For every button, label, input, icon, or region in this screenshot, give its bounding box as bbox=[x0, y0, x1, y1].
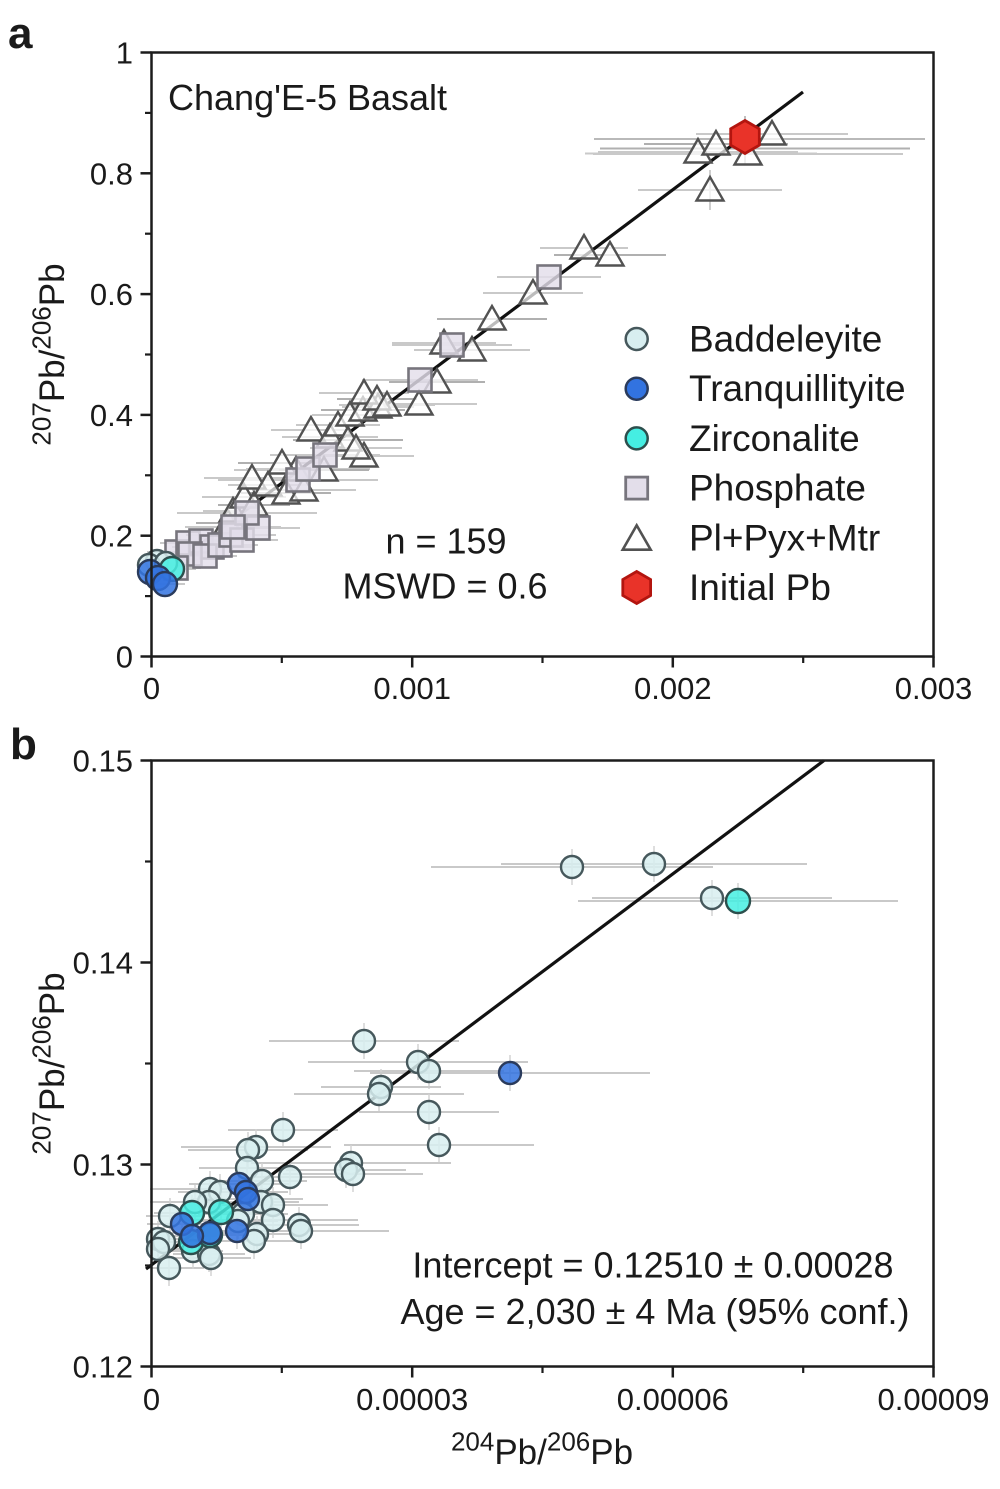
svg-text:n = 159: n = 159 bbox=[385, 521, 506, 562]
svg-text:207Pb/206Pb: 207Pb/206Pb bbox=[27, 263, 73, 445]
svg-text:a: a bbox=[8, 9, 33, 58]
svg-text:b: b bbox=[10, 720, 37, 769]
svg-text:Zirconalite: Zirconalite bbox=[689, 418, 860, 459]
svg-text:1: 1 bbox=[116, 36, 133, 71]
svg-text:Initial Pb: Initial Pb bbox=[689, 567, 831, 608]
svg-text:0.13: 0.13 bbox=[73, 1148, 133, 1183]
svg-text:0.002: 0.002 bbox=[634, 671, 712, 706]
svg-text:204Pb/206Pb: 204Pb/206Pb bbox=[451, 1427, 633, 1473]
svg-text:0.001: 0.001 bbox=[373, 671, 451, 706]
svg-text:Baddeleyite: Baddeleyite bbox=[689, 319, 882, 360]
svg-text:0.00009: 0.00009 bbox=[877, 1382, 989, 1417]
svg-text:0.00003: 0.00003 bbox=[356, 1382, 468, 1417]
svg-text:0.15: 0.15 bbox=[73, 744, 133, 779]
svg-text:0.8: 0.8 bbox=[90, 156, 133, 191]
svg-text:0.12: 0.12 bbox=[73, 1350, 133, 1385]
svg-text:Phosphate: Phosphate bbox=[689, 468, 866, 509]
svg-text:0.00006: 0.00006 bbox=[617, 1382, 729, 1417]
svg-text:0: 0 bbox=[116, 640, 133, 675]
svg-text:0.4: 0.4 bbox=[90, 398, 133, 433]
svg-text:0.6: 0.6 bbox=[90, 277, 133, 312]
svg-text:Age = 2,030 ± 4 Ma (95% conf.): Age = 2,030 ± 4 Ma (95% conf.) bbox=[400, 1291, 909, 1332]
svg-text:0: 0 bbox=[143, 1382, 160, 1417]
svg-text:Pl+Pyx+Mtr: Pl+Pyx+Mtr bbox=[689, 517, 880, 558]
svg-text:Tranquillityite: Tranquillityite bbox=[689, 368, 906, 409]
svg-text:207Pb/206Pb: 207Pb/206Pb bbox=[27, 972, 73, 1154]
svg-text:0: 0 bbox=[143, 671, 160, 706]
svg-text:Chang'E-5 Basalt: Chang'E-5 Basalt bbox=[168, 77, 447, 118]
svg-text:Intercept = 0.12510 ± 0.00028: Intercept = 0.12510 ± 0.00028 bbox=[412, 1245, 893, 1286]
svg-text:0.14: 0.14 bbox=[73, 946, 133, 981]
svg-text:MSWD = 0.6: MSWD = 0.6 bbox=[342, 566, 547, 607]
svg-text:0.003: 0.003 bbox=[895, 671, 973, 706]
svg-text:0.2: 0.2 bbox=[90, 519, 133, 554]
